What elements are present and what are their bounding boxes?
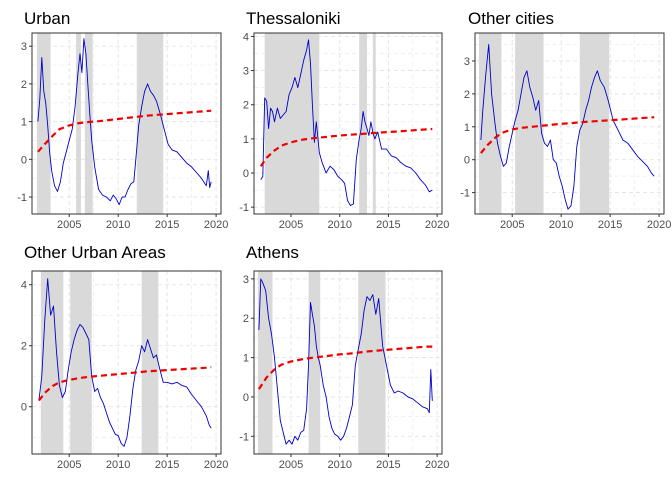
y-tick-label: -1 xyxy=(460,188,470,200)
panel-0: Urban 2005 2010 2015 2020 -1 0 1 2 3 xyxy=(17,9,228,231)
panel-1: Thessaloniki 2005 2010 2015 2020 -1 0 1 2 3 4 xyxy=(239,9,449,231)
y-tick-label: 0 xyxy=(243,392,249,404)
y-tick-label: 3 xyxy=(243,274,249,286)
x-tick-label: 2020 xyxy=(204,219,228,231)
panel-plot-area xyxy=(475,33,664,214)
y-tick-label: 2 xyxy=(21,79,27,91)
panel-title: Other Urban Areas xyxy=(24,243,166,262)
shaded-period xyxy=(264,33,320,214)
y-tick-label: 4 xyxy=(21,280,27,292)
x-tick-label: 2010 xyxy=(327,219,351,231)
series-line-trend xyxy=(37,109,212,153)
shaded-period xyxy=(136,33,164,214)
x-tick-label: 2015 xyxy=(376,219,400,231)
panel-title: Urban xyxy=(24,9,70,28)
panel-border xyxy=(31,32,222,215)
x-tick-label: 2015 xyxy=(155,459,179,471)
shaded-period xyxy=(36,33,51,214)
panel-title: Thessaloniki xyxy=(246,9,341,28)
x-tick-label: 2020 xyxy=(204,459,228,471)
panel-title: Athens xyxy=(246,243,299,262)
shaded-period xyxy=(40,271,64,454)
series-line-trend xyxy=(257,345,433,390)
y-tick-label: 3 xyxy=(464,56,470,68)
x-tick-label: 2015 xyxy=(376,459,400,471)
shaded-period xyxy=(70,271,92,454)
y-tick-label: 3 xyxy=(21,41,27,53)
shaded-period xyxy=(372,33,376,214)
y-tick-label: 0 xyxy=(464,155,470,167)
y-tick-label: 1 xyxy=(21,117,27,129)
y-tick-label: 0 xyxy=(21,154,27,166)
shaded-period xyxy=(308,271,321,454)
shaded-period xyxy=(515,33,544,214)
series-line-trend xyxy=(480,116,655,154)
y-tick-label: 1 xyxy=(243,134,249,146)
series-line-main xyxy=(37,38,212,206)
series-line-trend xyxy=(259,127,433,167)
y-tick-label: -1 xyxy=(17,192,27,204)
x-tick-label: 2020 xyxy=(425,219,449,231)
x-tick-label: 2020 xyxy=(425,459,449,471)
series-line-main xyxy=(258,278,433,445)
x-tick-label: 2015 xyxy=(598,219,622,231)
panel-border xyxy=(253,270,443,455)
panel-title: Other cities xyxy=(468,9,554,28)
panel-3: Other Urban Areas 2005 2010 2015 2020 0 2 4 xyxy=(21,243,228,471)
panel-4: Athens 2005 2010 2015 2020 -1 0 1 2 3 xyxy=(239,243,449,471)
panel-2: Other cities 2005 2010 2015 2020 -1 0 1 2 3 xyxy=(460,9,671,231)
series-line-main xyxy=(260,39,433,206)
shaded-period xyxy=(478,33,502,214)
series-line-main xyxy=(480,44,655,210)
shaded-period xyxy=(359,33,367,214)
shaded-period xyxy=(579,33,610,214)
panel-border xyxy=(253,32,443,215)
x-tick-label: 2015 xyxy=(155,219,179,231)
series-line-trend xyxy=(38,366,212,402)
x-tick-label: 2005 xyxy=(57,459,81,471)
x-tick-label: 2005 xyxy=(279,219,303,231)
y-tick-label: 2 xyxy=(243,100,249,112)
panel-plot-area xyxy=(32,33,221,214)
y-tick-label: 2 xyxy=(21,341,27,353)
x-tick-label: 2005 xyxy=(57,219,81,231)
x-tick-label: 2010 xyxy=(327,459,351,471)
panel-border xyxy=(31,270,222,455)
x-tick-label: 2010 xyxy=(106,219,130,231)
y-tick-label: 0 xyxy=(243,168,249,180)
shaded-period xyxy=(84,33,93,214)
y-tick-label: 0 xyxy=(21,402,27,414)
panel-plot-area xyxy=(254,33,442,214)
panel-border xyxy=(474,32,665,215)
y-tick-label: -1 xyxy=(239,202,249,214)
y-tick-label: 3 xyxy=(243,66,249,78)
y-tick-label: 4 xyxy=(243,31,249,43)
x-tick-label: 2010 xyxy=(106,459,130,471)
panel-plot-area xyxy=(254,271,442,454)
y-tick-label: 2 xyxy=(464,89,470,101)
x-tick-label: 2020 xyxy=(647,219,671,231)
shaded-period xyxy=(358,271,386,454)
series-line-main xyxy=(38,278,212,447)
panel-plot-area xyxy=(32,271,221,454)
x-tick-label: 2005 xyxy=(279,459,303,471)
y-tick-label: 1 xyxy=(243,353,249,365)
shaded-period xyxy=(141,271,159,454)
x-tick-label: 2010 xyxy=(549,219,573,231)
y-tick-label: 2 xyxy=(243,313,249,325)
y-tick-label: 1 xyxy=(464,122,470,134)
y-tick-label: -1 xyxy=(239,431,249,443)
x-tick-label: 2005 xyxy=(500,219,524,231)
